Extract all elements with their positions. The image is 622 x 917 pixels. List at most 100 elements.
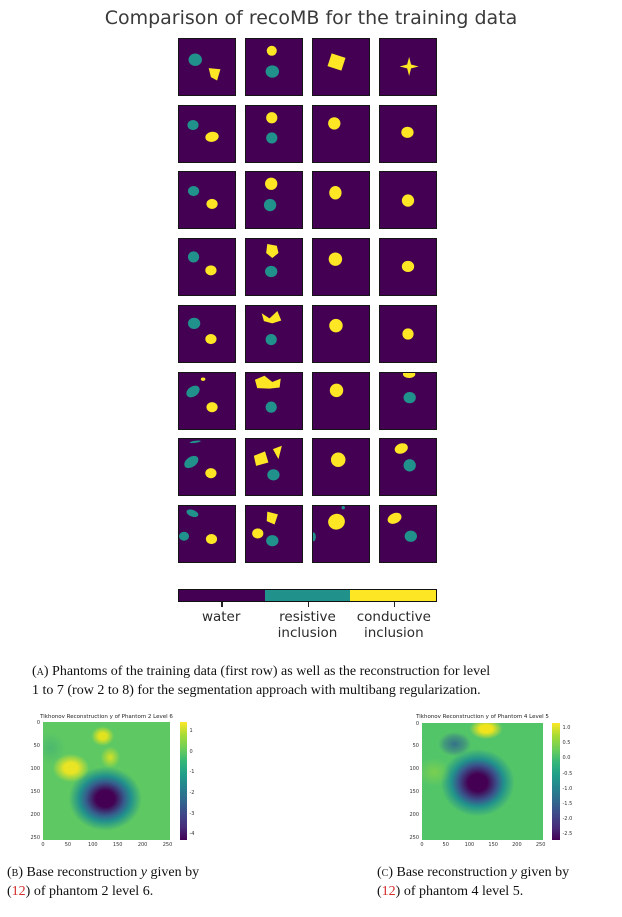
caption-a-label: (a) — [32, 664, 49, 679]
phantom-image — [187, 120, 219, 142]
phantom-image — [329, 186, 342, 200]
phantom-image — [328, 252, 343, 266]
phantom-image — [263, 177, 278, 212]
phantom-cell-r5-c2 — [245, 305, 303, 363]
phantom-cell-r4-c4 — [379, 238, 437, 296]
phantom-image — [187, 186, 218, 209]
caption-b-text: Base reconstruction — [23, 865, 141, 880]
caption-c-math-y: y — [510, 865, 518, 880]
colorbar-tick-label: -4 — [189, 831, 195, 838]
phantom-image — [186, 377, 218, 413]
caption-b-text2: given by — [147, 865, 200, 880]
x-tick-label: 150 — [112, 842, 123, 848]
legend-segment-0 — [179, 590, 265, 601]
y-tick-label: 250 — [30, 835, 40, 842]
phantom-cell-r7-c1 — [178, 438, 236, 496]
phantom-image — [253, 445, 282, 481]
phantom-cell-r2-c3 — [312, 105, 370, 163]
phantom-cell-r6-c4 — [379, 372, 437, 430]
phantom-cell-r5-c4 — [379, 305, 437, 363]
phantom-grid — [178, 38, 440, 566]
y-tick-label: 0 — [36, 719, 40, 726]
colorbar-tick-label: -3 — [189, 810, 195, 817]
legend-tick-mark — [307, 602, 309, 607]
x-tick-label: 0 — [41, 842, 45, 848]
phantom-image — [399, 56, 419, 76]
phantom-image — [265, 45, 280, 78]
legend-segment-1 — [264, 590, 351, 601]
legend-segment-2 — [350, 590, 437, 601]
x-tick-label: 250 — [535, 842, 546, 848]
colorbar-tick-label: -2.0 — [562, 816, 573, 823]
phantom-cell-r7-c4 — [379, 438, 437, 496]
phantom-cell-r5-c3 — [312, 305, 370, 363]
phantom-cell-r1-c2 — [245, 38, 303, 96]
phantom-image — [265, 244, 279, 278]
plot-b-title: Tikhonov Reconstruction y of Phantom 2 L… — [40, 714, 173, 720]
phantom-cell-r3-c1 — [178, 171, 236, 229]
caption-b: (b) Base reconstruction y given by (12) … — [7, 864, 287, 901]
phantom-image — [266, 112, 278, 144]
x-tick-label: 0 — [420, 842, 424, 848]
y-tick-label: 200 — [30, 812, 40, 819]
phantom-cell-r6-c2 — [245, 372, 303, 430]
caption-c-rest: ) of phantom 4 level 5. — [395, 883, 524, 899]
x-tick-label: 100 — [88, 842, 98, 848]
phantom-cell-r8-c2 — [245, 505, 303, 563]
phantom-cell-r3-c4 — [379, 171, 437, 229]
colorbar-tick-label: -1 — [189, 769, 195, 776]
phantom-image — [401, 194, 415, 207]
phantom-cell-r4-c3 — [312, 238, 370, 296]
y-tick-label: 50 — [412, 743, 419, 750]
phantom-cell-r3-c3 — [312, 171, 370, 229]
phantom-cell-r7-c3 — [312, 438, 370, 496]
plot-b-colorbar — [180, 722, 187, 840]
legend-label-resistive: resistive inclusion — [277, 609, 338, 641]
caption-b-ref-open: ( — [7, 883, 12, 899]
caption-b-ref-12: 12 — [11, 883, 26, 899]
phantom-image — [394, 443, 416, 472]
y-tick-label: 100 — [30, 765, 40, 772]
colorbar-tick-label: 0.5 — [562, 740, 571, 747]
y-tick-label: 0 — [415, 720, 419, 727]
y-tick-label: 150 — [409, 789, 419, 796]
figure-title: Comparison of recoMB for the training da… — [104, 7, 518, 29]
phantom-cell-r5-c1 — [178, 305, 236, 363]
phantom-cell-r1-c4 — [379, 38, 437, 96]
phantom-cell-r6-c1 — [178, 372, 236, 430]
legend-bar — [178, 589, 437, 602]
phantom-cell-r4-c1 — [178, 238, 236, 296]
phantom-cell-r1-c3 — [312, 38, 370, 96]
colorbar-tick-label: 1 — [189, 727, 193, 734]
plot-c-colorbar — [552, 723, 560, 840]
y-tick-label: 200 — [409, 812, 419, 819]
caption-c-ref-12: 12 — [381, 883, 396, 899]
colorbar-tick-label: -2.5 — [562, 831, 573, 838]
phantom-image — [402, 373, 416, 404]
phantom-image — [327, 53, 346, 71]
phantom-cell-r2-c2 — [245, 105, 303, 163]
colorbar-tick-label: -0.5 — [562, 770, 573, 777]
phantom-cell-r2-c4 — [379, 105, 437, 163]
phantom-image — [187, 251, 217, 276]
x-tick-label: 200 — [512, 842, 522, 848]
x-tick-label: 50 — [442, 842, 449, 848]
colorbar-tick-label: 0 — [189, 748, 193, 755]
x-tick-label: 150 — [488, 842, 498, 848]
phantom-cell-r8-c4 — [379, 505, 437, 563]
caption-c-text2: given by — [517, 865, 570, 880]
phantom-image — [261, 311, 282, 346]
x-tick-label: 100 — [464, 842, 475, 848]
phantom-image — [387, 512, 417, 542]
caption-b-rest: ) of phantom 2 level 6. — [25, 883, 154, 899]
plot-tikhonov-phantom4: Tikhonov Reconstruction y of Phantom 4 L… — [380, 710, 622, 870]
colorbar-tick-label: -1.5 — [562, 800, 573, 807]
legend-label-conductive: conductive inclusion — [356, 609, 431, 641]
caption-a-line1: Phantoms of the training data (first row… — [48, 664, 491, 679]
plot-c-heatmap — [422, 723, 543, 840]
caption-a-line2: 1 to 7 (row 2 to 8) for the segmentation… — [32, 682, 481, 698]
x-tick-label: 250 — [162, 842, 173, 848]
plot-b-heatmap — [43, 722, 170, 840]
phantom-cell-r2-c1 — [178, 105, 236, 163]
phantom-image — [313, 506, 345, 542]
